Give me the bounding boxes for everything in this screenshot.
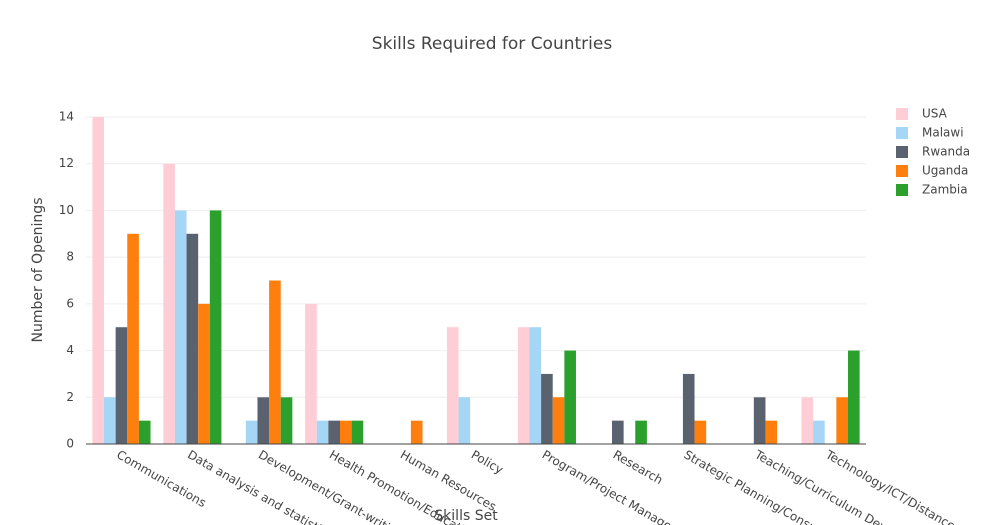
legend-label: Malawi [922,126,964,140]
bar [753,397,766,444]
bar [541,373,553,444]
bar [410,420,423,444]
legend-swatch [896,165,908,177]
y-axis-title: Number of Openings [30,198,46,343]
bar [682,373,695,444]
bar [269,280,281,444]
bar [174,210,187,444]
y-tick-label: 0 [66,437,74,451]
y-tick-label: 10 [59,203,74,217]
bar [280,397,293,444]
x-axis-title: Skills Set [434,508,498,524]
bar [138,420,151,444]
legend-swatch [896,127,908,139]
legend-label: Rwanda [922,145,970,159]
bar [328,420,340,444]
y-tick-label: 8 [66,250,74,264]
bar [351,420,364,444]
legend-swatch [896,108,908,120]
x-tick-label: Policy [469,448,506,477]
bar [257,397,270,444]
bar [694,420,707,444]
legend-swatch [896,184,908,196]
bar [552,397,565,444]
bar [517,327,530,444]
bar [813,420,825,444]
bar [801,397,814,444]
bar [115,327,128,444]
bar [186,233,199,444]
bar [529,327,542,444]
bar [765,420,778,444]
y-tick-label: 12 [59,156,74,170]
bar [847,350,860,444]
bar [564,350,576,444]
bar [245,420,258,444]
legend-swatch [896,146,908,158]
legend-label: Uganda [922,164,968,178]
bar [316,420,329,444]
bar [198,303,210,444]
x-tick-label: Research [611,448,666,488]
y-tick-label: 2 [66,390,74,404]
y-tick-label: 6 [66,296,74,310]
legend-label: USA [922,107,948,121]
y-tick-label: 14 [59,110,74,124]
bar [163,163,175,444]
bar [635,420,647,444]
bar [612,420,624,444]
bar [104,397,116,444]
bar [836,397,848,444]
chart-title: Skills Required for Countries [372,34,613,54]
bar [339,420,352,444]
bar [446,327,459,444]
y-tick-label: 4 [66,343,74,357]
bar [458,397,471,444]
legend-label: Zambia [922,183,968,197]
bar [305,303,317,444]
bar [92,117,105,444]
bar [127,233,139,444]
bar [209,210,222,444]
